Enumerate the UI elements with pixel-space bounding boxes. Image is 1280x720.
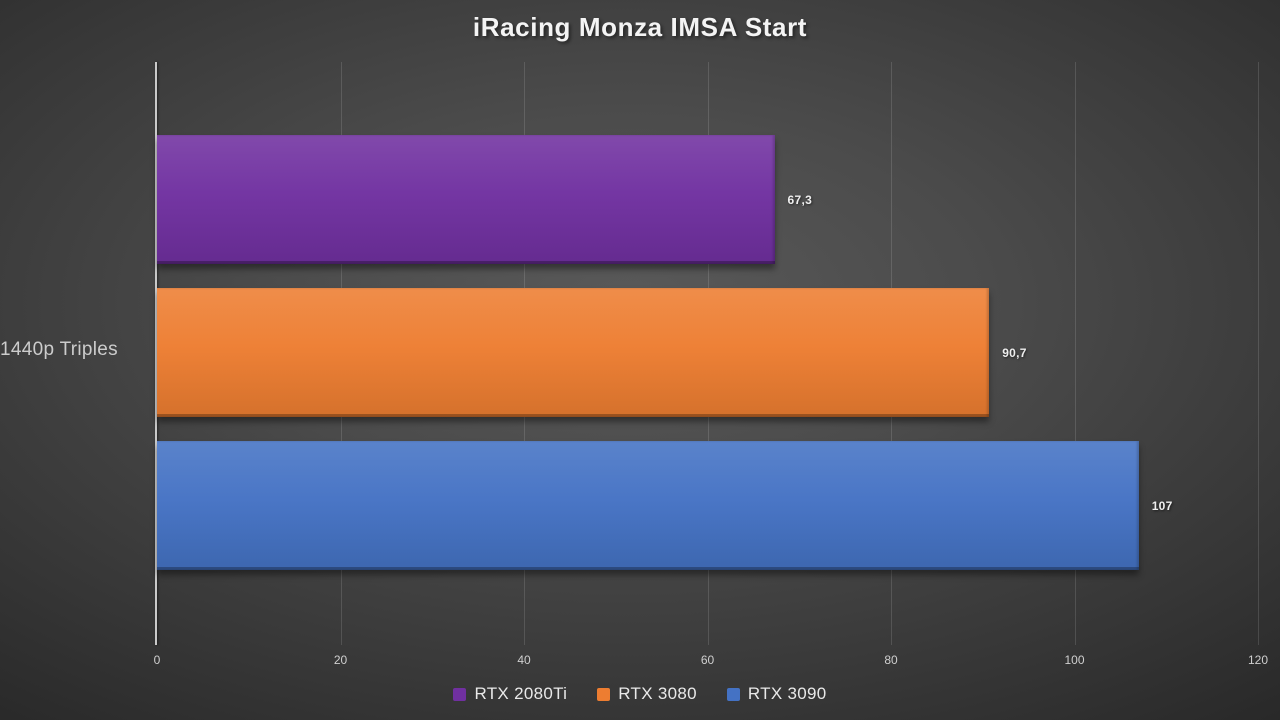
x-tick-label-100: 100 bbox=[1064, 653, 1085, 667]
y-axis-line bbox=[155, 62, 157, 645]
bar-rtx-2080ti bbox=[157, 135, 775, 264]
x-tick-label-0: 0 bbox=[153, 653, 161, 667]
legend-swatch-icon bbox=[597, 687, 611, 701]
legend-item-rtx-3090: RTX 3090 bbox=[726, 684, 827, 704]
plot-area: 67,3 90,7 107 bbox=[155, 62, 1259, 645]
value-label-rtx-2080ti: 67,3 bbox=[787, 192, 813, 207]
legend-swatch-icon bbox=[453, 687, 467, 701]
legend-swatch-icon bbox=[726, 687, 740, 701]
legend-item-rtx-2080ti: RTX 2080Ti bbox=[453, 684, 567, 704]
legend-item-rtx-3080: RTX 3080 bbox=[597, 684, 697, 704]
bar-rtx-3080 bbox=[157, 288, 990, 417]
value-label-rtx-3090: 107 bbox=[1151, 498, 1173, 513]
legend-label: RTX 3080 bbox=[618, 684, 697, 703]
x-tick-label-40: 40 bbox=[517, 653, 531, 667]
legend-label: RTX 3090 bbox=[747, 684, 827, 703]
chart-title: iRacing Monza IMSA Start bbox=[472, 12, 808, 42]
gridline-100 bbox=[1074, 62, 1076, 645]
x-tick-label-60: 60 bbox=[700, 653, 715, 667]
x-tick-label-120: 120 bbox=[1247, 653, 1269, 667]
x-tick-label-80: 80 bbox=[884, 653, 898, 667]
gridline-120 bbox=[1258, 62, 1259, 645]
legend: RTX 2080Ti RTX 3080 RTX 3090 bbox=[0, 684, 1280, 704]
value-label-rtx-3080: 90,7 bbox=[1002, 345, 1027, 360]
legend-label: RTX 2080Ti bbox=[474, 684, 568, 703]
bar-rtx-3090 bbox=[157, 441, 1139, 570]
y-axis-category-label: 1440p Triples bbox=[0, 339, 118, 360]
x-tick-label-20: 20 bbox=[333, 653, 348, 667]
x-axis-tick-labels: 0 20 40 60 80 100 120 bbox=[153, 653, 1268, 669]
